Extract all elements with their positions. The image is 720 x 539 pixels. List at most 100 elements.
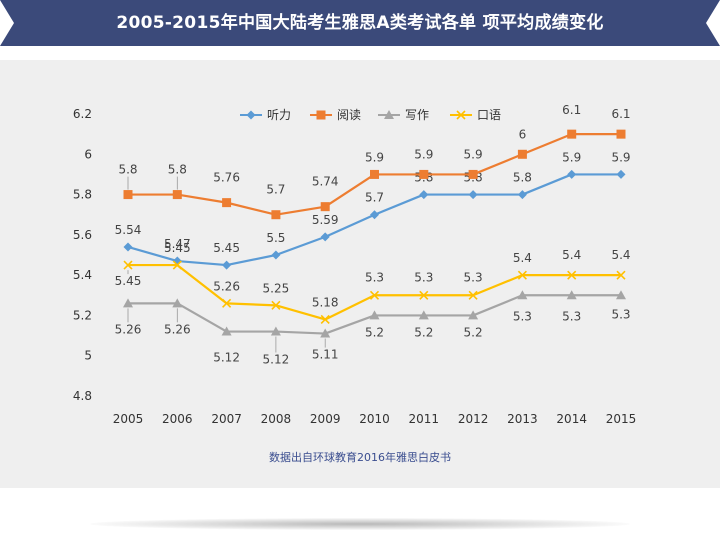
data-label: 5.7	[266, 183, 285, 197]
data-point	[567, 129, 577, 139]
data-label: 5.7	[365, 191, 384, 205]
data-point	[616, 290, 626, 300]
data-point	[222, 260, 232, 270]
y-tick-label: 4.8	[73, 389, 92, 403]
legend-label: 口语	[477, 108, 501, 122]
data-label: 5.2	[365, 325, 384, 339]
data-point	[270, 326, 281, 336]
data-point	[616, 169, 626, 179]
data-label: 5.9	[464, 147, 483, 161]
data-label: 5.26	[213, 279, 240, 293]
data-label: 5.12	[213, 351, 240, 365]
source-note: 数据出自环球教育2016年雅思白皮书	[269, 451, 451, 464]
data-label: 5.9	[562, 150, 581, 164]
data-label: 5.8	[168, 163, 187, 177]
banner-notch-left	[0, 0, 14, 46]
x-tick-label: 2010	[359, 412, 390, 426]
title-banner	[0, 0, 720, 46]
x-tick-label: 2009	[310, 412, 341, 426]
legend-marker	[246, 110, 256, 120]
data-point	[172, 190, 182, 200]
x-tick-label: 2007	[211, 412, 242, 426]
data-point	[616, 270, 626, 280]
data-point	[616, 129, 626, 139]
series-3: 5.26 5.26 5.12 5.12 5.11 5.2 5.2 5.2 5.3 5.3 5.3	[115, 290, 631, 367]
data-point	[271, 210, 281, 220]
data-point	[123, 298, 133, 308]
data-label: 5.45	[115, 274, 142, 288]
x-tick-label: 2014	[556, 412, 587, 426]
data-point	[517, 149, 527, 159]
data-label: 5.45	[213, 241, 240, 255]
data-point	[320, 314, 330, 325]
data-label: 5.26	[164, 322, 191, 336]
series-1: 5.545.475.455.55.595.75.85.85.85.95.9	[115, 150, 631, 270]
data-label: 5.3	[414, 270, 433, 284]
x-tick-label: 2005	[113, 412, 144, 426]
legend-item: 听力	[240, 108, 291, 122]
legend-item: 写作	[378, 108, 429, 122]
series-group: 5.545.475.455.55.595.75.85.85.85.95.95.8…	[115, 103, 631, 366]
data-label: 5.26	[115, 322, 142, 336]
legend-marker	[316, 110, 326, 120]
legend-item: 口语	[450, 108, 501, 122]
data-label: 6.1	[562, 103, 581, 117]
banner-notch-right	[706, 0, 720, 46]
data-point	[419, 290, 429, 300]
data-point	[567, 270, 577, 280]
data-point	[370, 169, 379, 179]
data-point	[517, 190, 527, 200]
data-point	[517, 270, 527, 280]
data-label: 5.3	[611, 307, 630, 321]
data-point	[468, 310, 479, 320]
data-label: 5.59	[312, 213, 339, 227]
x-tick-label: 2011	[409, 412, 440, 426]
data-point	[418, 310, 429, 320]
x-tick-label: 2013	[507, 412, 538, 426]
legend-item: 阅读	[310, 108, 361, 122]
series-4: 5.45 5.45 5.26 5.25 5.18 5.3 5.3 5.3 5.4 5.4 5.4	[115, 241, 631, 325]
data-point	[419, 169, 429, 179]
data-point	[271, 250, 281, 260]
data-point	[567, 169, 577, 179]
data-label: 5.3	[562, 309, 581, 323]
bottom-shadow	[90, 518, 630, 530]
chart-panel	[0, 60, 720, 488]
data-label: 5.4	[562, 248, 581, 262]
data-point	[172, 298, 183, 308]
data-point	[468, 290, 478, 300]
y-tick-label: 5.8	[73, 188, 92, 202]
legend-label: 听力	[267, 108, 291, 122]
data-label: 5.4	[611, 248, 630, 262]
data-point	[369, 310, 380, 320]
data-point	[468, 169, 478, 179]
y-axis: 4.8 5 5.2 5.4 5.6 5.8 6 6.2	[73, 107, 92, 403]
data-label: 5.9	[414, 147, 433, 161]
page-title: 2005-2015年中国大陆考生雅思A类考试各单 项平均成绩变化	[116, 13, 604, 33]
legend-label: 写作	[405, 108, 429, 122]
chart-legend: 听力 阅读 写作 口语	[240, 108, 501, 122]
data-label: 5.74	[312, 175, 339, 189]
x-tick-label: 2015	[606, 412, 637, 426]
data-label: 5.18	[312, 295, 339, 309]
data-point	[221, 326, 232, 336]
data-point	[468, 190, 478, 200]
data-point	[123, 190, 133, 200]
legend-label: 阅读	[337, 108, 361, 122]
y-tick-label: 6.2	[73, 107, 92, 121]
data-label: 5.2	[464, 325, 483, 339]
data-point	[566, 290, 577, 300]
y-tick-label: 5	[84, 349, 92, 363]
data-point	[419, 190, 429, 200]
data-point	[320, 328, 331, 338]
data-label: 5.9	[611, 150, 630, 164]
data-label: 5.4	[513, 251, 532, 265]
x-tick-label: 2006	[162, 412, 193, 426]
legend-marker	[384, 110, 394, 119]
data-point	[222, 298, 232, 308]
data-label: 5.25	[263, 281, 290, 295]
x-axis: 2005 2006 2007 2008 2009 2010 2011 2012 2013 2014…	[113, 412, 637, 426]
series-line	[127, 173, 621, 267]
data-label: 5.3	[464, 270, 483, 284]
